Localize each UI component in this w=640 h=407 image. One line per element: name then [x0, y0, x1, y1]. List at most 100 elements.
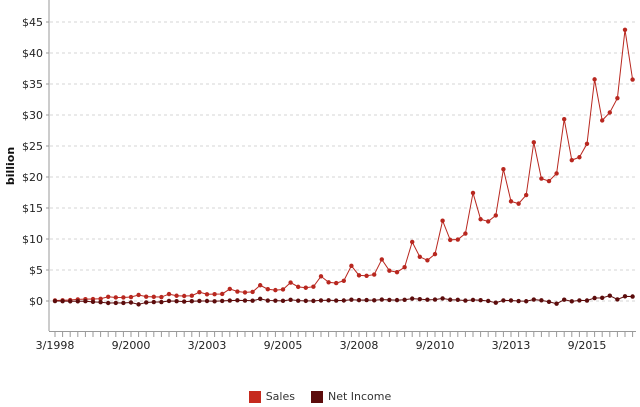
- net-income-point[interactable]: [60, 298, 65, 304]
- net-income-point[interactable]: [212, 299, 217, 304]
- sales-point[interactable]: [273, 287, 278, 293]
- sales-point[interactable]: [311, 284, 316, 289]
- net-income-point[interactable]: [68, 299, 73, 304]
- net-income-point[interactable]: [562, 297, 567, 302]
- sales-point[interactable]: [159, 294, 164, 300]
- sales-point[interactable]: [387, 268, 392, 273]
- sales-point[interactable]: [539, 176, 544, 181]
- sales-point[interactable]: [341, 278, 346, 283]
- net-income-point[interactable]: [349, 297, 354, 302]
- sales-point[interactable]: [622, 27, 628, 33]
- net-income-point[interactable]: [440, 296, 445, 301]
- sales-point[interactable]: [615, 95, 620, 101]
- sales-point[interactable]: [242, 290, 248, 295]
- legend-item-sales[interactable]: Sales: [248, 390, 295, 403]
- net-income-point[interactable]: [372, 298, 377, 303]
- net-income-point[interactable]: [242, 298, 248, 303]
- sales-point[interactable]: [334, 280, 339, 286]
- sales-point[interactable]: [455, 237, 460, 242]
- sales-point[interactable]: [106, 294, 111, 300]
- net-income-point[interactable]: [52, 298, 58, 304]
- sales-point[interactable]: [577, 155, 582, 160]
- net-income-point[interactable]: [227, 298, 232, 303]
- net-income-point[interactable]: [356, 297, 362, 303]
- sales-point[interactable]: [432, 251, 438, 257]
- net-income-point[interactable]: [121, 300, 126, 306]
- net-income-point[interactable]: [600, 295, 605, 301]
- sales-point[interactable]: [189, 293, 194, 298]
- net-income-point[interactable]: [326, 298, 331, 303]
- sales-point[interactable]: [288, 280, 293, 285]
- sales-point[interactable]: [349, 263, 354, 269]
- sales-point[interactable]: [516, 201, 521, 206]
- sales-point[interactable]: [364, 273, 369, 279]
- sales-point[interactable]: [379, 257, 384, 262]
- sales-point[interactable]: [463, 231, 468, 236]
- net-income-point[interactable]: [273, 298, 278, 303]
- net-income-point[interactable]: [334, 298, 339, 303]
- net-income-point[interactable]: [341, 298, 346, 303]
- sales-point[interactable]: [584, 141, 590, 146]
- net-income-point[interactable]: [402, 297, 407, 302]
- sales-point[interactable]: [410, 239, 415, 245]
- net-income-point[interactable]: [394, 297, 400, 303]
- sales-point[interactable]: [470, 190, 476, 196]
- sales-point[interactable]: [166, 291, 172, 297]
- sales-point[interactable]: [151, 294, 156, 300]
- net-income-point[interactable]: [128, 300, 134, 305]
- net-income-point[interactable]: [607, 293, 612, 298]
- sales-point[interactable]: [569, 157, 574, 163]
- sales-point[interactable]: [296, 284, 301, 290]
- net-income-point[interactable]: [83, 299, 88, 304]
- net-income-point[interactable]: [90, 299, 96, 305]
- net-income-point[interactable]: [166, 298, 172, 304]
- net-income-point[interactable]: [516, 298, 521, 304]
- net-income-point[interactable]: [463, 298, 468, 303]
- net-income-point[interactable]: [318, 298, 324, 303]
- legend-item-net-income[interactable]: Net Income: [310, 390, 391, 403]
- net-income-point[interactable]: [417, 296, 422, 302]
- net-income-point[interactable]: [622, 294, 628, 299]
- net-income-point[interactable]: [98, 300, 103, 305]
- net-income-point[interactable]: [296, 298, 301, 303]
- net-income-point[interactable]: [303, 298, 308, 304]
- net-income-point[interactable]: [493, 300, 498, 305]
- net-income-point[interactable]: [577, 298, 582, 303]
- sales-point[interactable]: [197, 289, 202, 295]
- sales-point[interactable]: [478, 217, 483, 222]
- net-income-point[interactable]: [630, 294, 635, 299]
- net-income-point[interactable]: [432, 297, 438, 302]
- net-income-point[interactable]: [569, 299, 574, 304]
- sales-point[interactable]: [220, 291, 225, 297]
- sales-point[interactable]: [356, 273, 362, 278]
- sales-point[interactable]: [372, 272, 377, 277]
- net-income-point[interactable]: [425, 297, 430, 302]
- sales-point[interactable]: [592, 77, 597, 82]
- net-income-point[interactable]: [501, 298, 506, 303]
- sales-point[interactable]: [562, 116, 567, 122]
- net-income-point[interactable]: [159, 299, 164, 305]
- sales-point[interactable]: [318, 274, 324, 279]
- sales-point[interactable]: [121, 295, 126, 300]
- net-income-point[interactable]: [280, 298, 286, 304]
- sales-point[interactable]: [128, 294, 134, 300]
- net-income-point[interactable]: [379, 297, 384, 302]
- net-income-point[interactable]: [288, 297, 293, 302]
- net-income-point[interactable]: [182, 299, 187, 304]
- net-income-point[interactable]: [524, 299, 529, 304]
- sales-point[interactable]: [113, 295, 119, 300]
- sales-point[interactable]: [174, 293, 179, 298]
- net-income-point[interactable]: [531, 297, 536, 302]
- sales-point[interactable]: [524, 192, 529, 198]
- sales-point[interactable]: [493, 213, 498, 218]
- sales-point[interactable]: [212, 291, 217, 297]
- net-income-point[interactable]: [554, 301, 559, 306]
- sales-point[interactable]: [235, 289, 240, 294]
- sales-point[interactable]: [630, 77, 635, 82]
- net-income-point[interactable]: [174, 298, 179, 304]
- net-income-point[interactable]: [455, 297, 460, 303]
- net-income-point[interactable]: [546, 299, 552, 304]
- sales-point[interactable]: [546, 178, 552, 184]
- net-income-point[interactable]: [410, 296, 415, 301]
- net-income-point[interactable]: [311, 298, 316, 304]
